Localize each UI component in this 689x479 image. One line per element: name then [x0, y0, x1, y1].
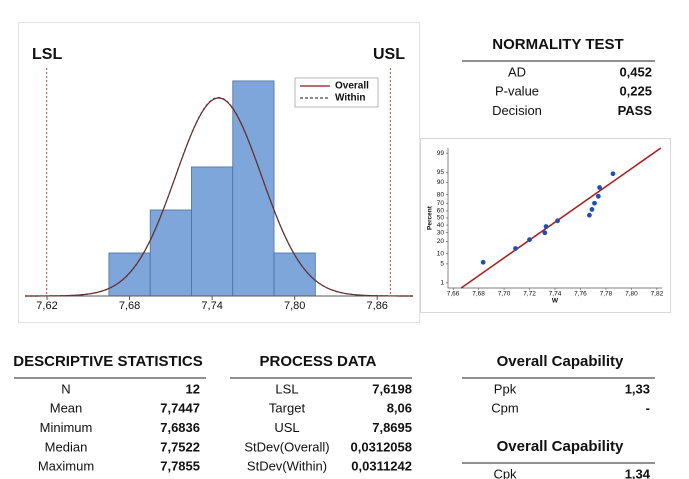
- y-tick-label: 50: [437, 215, 445, 222]
- row-value: 7,7855: [160, 459, 200, 474]
- data-point: [480, 259, 486, 265]
- probability-panel: [420, 138, 671, 313]
- table-title: DESCRIPTIVE STATISTICS: [13, 353, 202, 370]
- x-tick-label: 7,62: [36, 300, 57, 312]
- table-title: Overall Capability: [497, 438, 624, 455]
- row-label: USL: [274, 420, 299, 435]
- row-label: Minimum: [40, 420, 93, 435]
- row-label: AD: [508, 64, 526, 79]
- x-tick-label: 7,74: [201, 300, 222, 312]
- data-point: [597, 185, 602, 190]
- y-tick-label: 30: [437, 229, 445, 236]
- y-tick-label: 10: [437, 250, 445, 257]
- row-value: 7,6836: [160, 420, 200, 435]
- data-point: [513, 246, 518, 251]
- row-label: Median: [45, 439, 88, 454]
- table-title: NORMALITY TEST: [492, 36, 623, 53]
- x-tick-label: 7,66: [447, 291, 460, 298]
- x-tick-label: 7,78: [600, 291, 613, 298]
- row-value: 7,6198: [372, 381, 412, 396]
- x-tick-label: 7,82: [651, 291, 664, 298]
- data-point: [555, 218, 560, 224]
- row-value: 0,0311242: [351, 459, 412, 474]
- y-tick-label: 70: [437, 200, 445, 207]
- histogram-bar: [108, 252, 151, 297]
- table-title: Overall Capability: [497, 353, 624, 370]
- row-value: PASS: [618, 103, 653, 118]
- row-value: 8,06: [387, 401, 412, 416]
- row-label: Ppk: [494, 381, 517, 396]
- row-label: Maximum: [38, 459, 94, 474]
- histogram-panel: [18, 22, 420, 323]
- row-label: Cpm: [491, 401, 518, 416]
- data-point: [592, 200, 597, 206]
- histogram-bar: [191, 166, 234, 297]
- spec-limit-label: LSL: [32, 46, 62, 63]
- x-tick-label: 7,76: [574, 291, 587, 298]
- data-point: [589, 207, 595, 212]
- row-value: 12: [186, 381, 200, 396]
- x-tick-label: 7,68: [119, 300, 140, 312]
- legend-box: [294, 77, 379, 108]
- table-title: PROCESS DATA: [260, 353, 377, 370]
- legend-label: Within: [335, 93, 365, 104]
- legend-label: Overall: [335, 81, 369, 92]
- x-tick-label: 7,68: [472, 291, 485, 298]
- row-value: 1,33: [625, 381, 650, 396]
- y-tick-label: 1: [440, 280, 444, 287]
- row-value: 0,0312058: [351, 439, 412, 454]
- y-tick-label: 5: [440, 261, 444, 268]
- row-value: 7,7522: [160, 439, 200, 454]
- row-label: StDev(Within): [247, 459, 327, 474]
- row-label: LSL: [275, 381, 298, 396]
- row-value: 7,7447: [160, 401, 200, 416]
- row-label: Cpk: [493, 466, 517, 479]
- data-point: [543, 224, 549, 229]
- y-tick-label: 60: [437, 208, 445, 215]
- x-tick-label: 7,74: [549, 291, 562, 298]
- row-label: Mean: [50, 401, 83, 416]
- row-label: P-value: [495, 84, 539, 99]
- row-label: Decision: [492, 103, 542, 118]
- histogram-bar: [149, 209, 192, 297]
- x-tick-label: 7,86: [367, 300, 388, 312]
- row-label: StDev(Overall): [244, 439, 329, 454]
- y-tick-label: 99: [437, 150, 445, 157]
- x-tick-label: 7,80: [625, 291, 638, 298]
- y-axis-label: Percent: [427, 205, 434, 230]
- row-label: N: [61, 381, 70, 396]
- row-value: 1,34: [625, 466, 651, 479]
- data-point: [586, 212, 592, 218]
- row-value: 7,8695: [372, 420, 412, 435]
- y-tick-label: 40: [437, 222, 445, 229]
- distribution-curve: [25, 96, 413, 297]
- data-point: [595, 193, 601, 199]
- x-axis-label: W: [552, 298, 559, 305]
- x-tick-label: 7,80: [284, 300, 305, 312]
- spec-limit-label: USL: [373, 46, 405, 63]
- y-tick-label: 80: [437, 191, 445, 198]
- row-value: 0,225: [619, 84, 652, 99]
- x-tick-label: 7,70: [498, 291, 511, 298]
- y-tick-label: 90: [437, 179, 445, 186]
- row-value: -: [646, 401, 650, 416]
- data-point: [610, 171, 616, 177]
- fit-line: [460, 147, 662, 289]
- histogram-bar: [232, 80, 275, 297]
- x-tick-label: 7,72: [523, 291, 536, 298]
- y-tick-label: 20: [437, 238, 445, 245]
- y-tick-label: 95: [437, 169, 445, 176]
- row-value: 0,452: [619, 64, 652, 79]
- data-point: [542, 230, 548, 236]
- data-point: [527, 237, 532, 243]
- row-label: Target: [269, 401, 306, 416]
